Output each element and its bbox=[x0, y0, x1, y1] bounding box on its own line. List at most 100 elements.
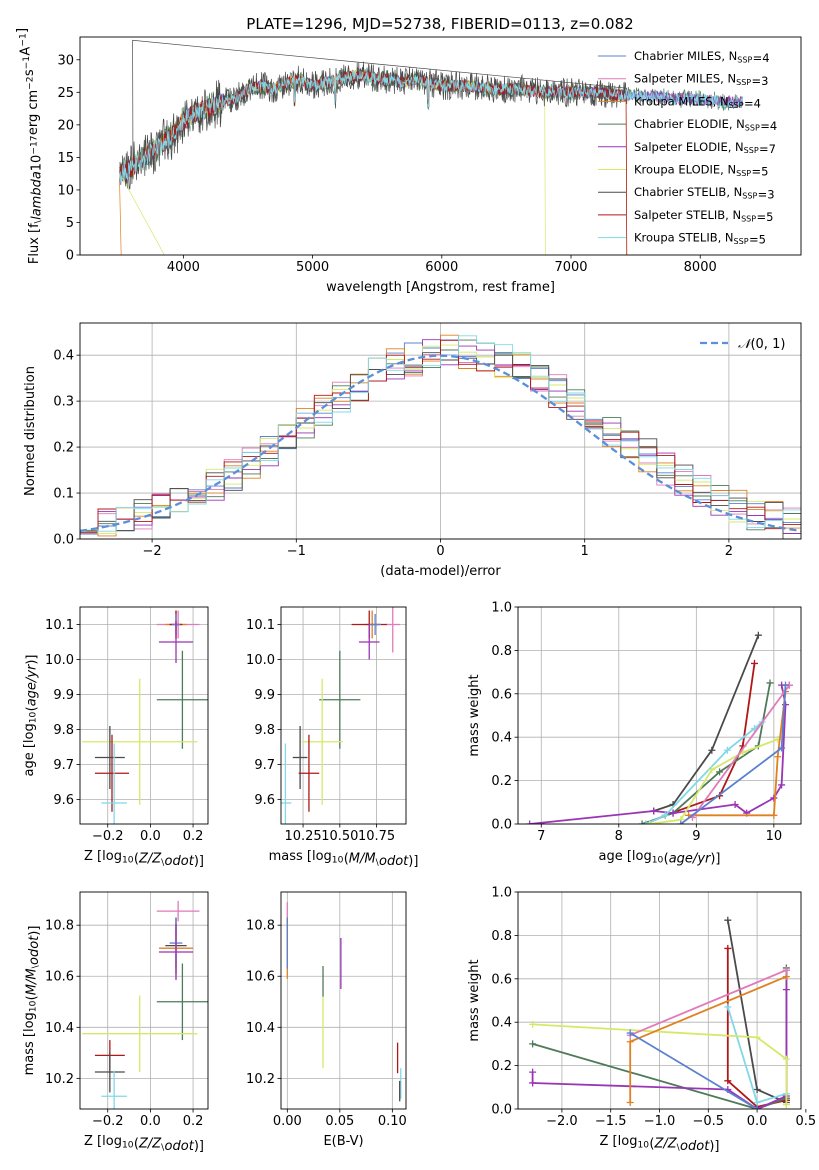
weight-marker bbox=[753, 1098, 761, 1106]
weight-marker bbox=[638, 820, 646, 824]
x-tick-label: 7 bbox=[537, 829, 545, 844]
weight-marker bbox=[731, 800, 739, 808]
weight-marker bbox=[753, 1085, 761, 1093]
x-axis-label: Z [log10 (Z/Z\ odot)] bbox=[84, 849, 204, 869]
y-tick-label: 10.0 bbox=[246, 653, 275, 668]
x-tick-label: 10.25 bbox=[284, 829, 321, 844]
legend-label: 𝒩(0, 1) bbox=[738, 337, 785, 352]
y-tick-label: 10.8 bbox=[45, 919, 74, 934]
y-tick-label: 9.8 bbox=[254, 723, 275, 738]
errorbar-point bbox=[101, 1070, 127, 1109]
y-axis-label: age [log10 (age/yr)] bbox=[22, 654, 39, 776]
x-axis-label: (data-model)/error bbox=[380, 564, 501, 579]
axes-frame bbox=[79, 891, 209, 1110]
weight-marker bbox=[723, 746, 731, 754]
errorbar-point bbox=[358, 624, 380, 660]
plot-area bbox=[529, 916, 790, 1109]
errorbar-point bbox=[82, 995, 198, 1072]
x-axis-label: wavelength [Angstrom, rest frame] bbox=[326, 280, 555, 295]
errorbar-point bbox=[82, 678, 198, 805]
y-tick-label: 1.0 bbox=[491, 886, 512, 901]
weight-marker bbox=[782, 1055, 790, 1063]
y-tick-label: 0.4 bbox=[491, 1016, 512, 1031]
x-tick-label: 7000 bbox=[554, 260, 587, 275]
x-tick-label: 10.50 bbox=[321, 829, 358, 844]
x-tick-label: 0.0 bbox=[747, 1114, 768, 1129]
mass-weight-axes-7: −2.0 −1.5 −1.0 −0.5 0.0 0.5 0.0 0.2 0.4 0.6 0.8 1.0… bbox=[467, 886, 816, 1154]
x-tick-label: 5000 bbox=[296, 260, 329, 275]
weight-marker bbox=[708, 766, 716, 774]
errorbar-axes-6: 0.00 0.05 0.10 10.2 10.4 10.6 10.8 E(B-V) bbox=[246, 891, 407, 1149]
errorbar-point bbox=[158, 621, 194, 663]
weight-marker bbox=[782, 973, 790, 981]
errorbar-point bbox=[292, 726, 308, 789]
y-tick-label: 9.8 bbox=[53, 723, 74, 738]
spectrum-axes: 4000 5000 6000 7000 8000 0 5 10 15 20 25 30 waveleng… bbox=[15, 15, 802, 295]
x-tick-label: 4000 bbox=[167, 260, 200, 275]
legend-label: Kroupa ELODIE, NSSP =5 bbox=[634, 163, 768, 179]
y-tick-label: 9.9 bbox=[53, 688, 74, 703]
x-tick-label: 9 bbox=[692, 829, 700, 844]
y-tick-label: 0.8 bbox=[491, 929, 512, 944]
errorbar-point bbox=[158, 923, 194, 981]
x-tick-label: 0 bbox=[436, 544, 444, 559]
weight-marker bbox=[626, 1038, 634, 1046]
x-axis-label: E(B-V) bbox=[323, 1134, 363, 1149]
legend-label: Kroupa MILES, NSSP =4 bbox=[634, 94, 761, 110]
weight-series-7 bbox=[629, 969, 787, 1037]
errorbar-point bbox=[101, 743, 127, 824]
weight-marker bbox=[778, 744, 786, 752]
errorbar-point bbox=[301, 678, 343, 805]
weight-marker bbox=[529, 1040, 537, 1048]
normal-curve bbox=[80, 354, 801, 533]
y-tick-label: 10.6 bbox=[246, 970, 275, 985]
weight-marker bbox=[526, 820, 534, 824]
x-tick-label: 8 bbox=[615, 829, 623, 844]
y-tick-label: 9.7 bbox=[53, 758, 74, 773]
x-tick-label: 0.5 bbox=[796, 1114, 817, 1129]
y-tick-label: 9.6 bbox=[254, 793, 275, 808]
weight-marker bbox=[770, 811, 778, 819]
x-axis-label: Z [log10 (Z/Z\ odot)] bbox=[600, 1134, 720, 1154]
y-tick-label: 0.4 bbox=[491, 731, 512, 746]
chart-title: PLATE=1296, MJD=52738, FIBERID=0113, z=0… bbox=[246, 15, 633, 33]
weight-marker bbox=[708, 746, 716, 754]
y-tick-label: 10.2 bbox=[45, 1072, 74, 1087]
weight-series-6 bbox=[688, 691, 787, 817]
axes-frame bbox=[79, 36, 802, 256]
weight-marker bbox=[781, 681, 789, 689]
y-tick-label: 10.0 bbox=[45, 653, 74, 668]
y-tick-label: 0.2 bbox=[491, 774, 512, 789]
y-tick-label: 5 bbox=[66, 216, 74, 231]
legend-label: Salpeter MILES, NSSP =3 bbox=[634, 72, 768, 88]
weight-marker bbox=[754, 631, 762, 639]
x-tick-label: 0.00 bbox=[273, 1114, 302, 1129]
legend-label: Kroupa STELIB, NSSP =5 bbox=[634, 231, 766, 247]
legend-label: Salpeter STELIB, NSSP =5 bbox=[634, 208, 773, 224]
y-tick-label: 20 bbox=[57, 118, 74, 133]
weight-marker bbox=[766, 679, 774, 687]
weight-marker bbox=[782, 966, 790, 974]
weight-marker bbox=[724, 1077, 732, 1085]
spectrum-series-8 bbox=[119, 70, 743, 184]
weight-marker bbox=[750, 659, 758, 667]
y-tick-label: 0.2 bbox=[491, 1059, 512, 1074]
y-tick-label: 9.7 bbox=[254, 758, 275, 773]
y-tick-label: 0.6 bbox=[491, 972, 512, 987]
y-tick-label: 25 bbox=[57, 86, 74, 101]
errorbar-point bbox=[385, 607, 401, 653]
errorbar-point bbox=[369, 614, 381, 635]
errorbar-point bbox=[94, 734, 130, 812]
errorbar-point bbox=[319, 650, 361, 749]
plot-area bbox=[82, 610, 208, 824]
x-tick-label: 0.05 bbox=[325, 1114, 354, 1129]
plot-area bbox=[119, 39, 744, 255]
weight-marker bbox=[529, 1079, 537, 1087]
weight-series-8 bbox=[629, 1032, 758, 1109]
x-tick-label: 0.0 bbox=[140, 1114, 161, 1129]
legend-label: Chabrier STELIB, NSSP =3 bbox=[634, 185, 775, 201]
plot-area bbox=[526, 631, 793, 824]
y-tick-label: 10.6 bbox=[45, 970, 74, 985]
x-tick-label: 10.75 bbox=[358, 829, 395, 844]
